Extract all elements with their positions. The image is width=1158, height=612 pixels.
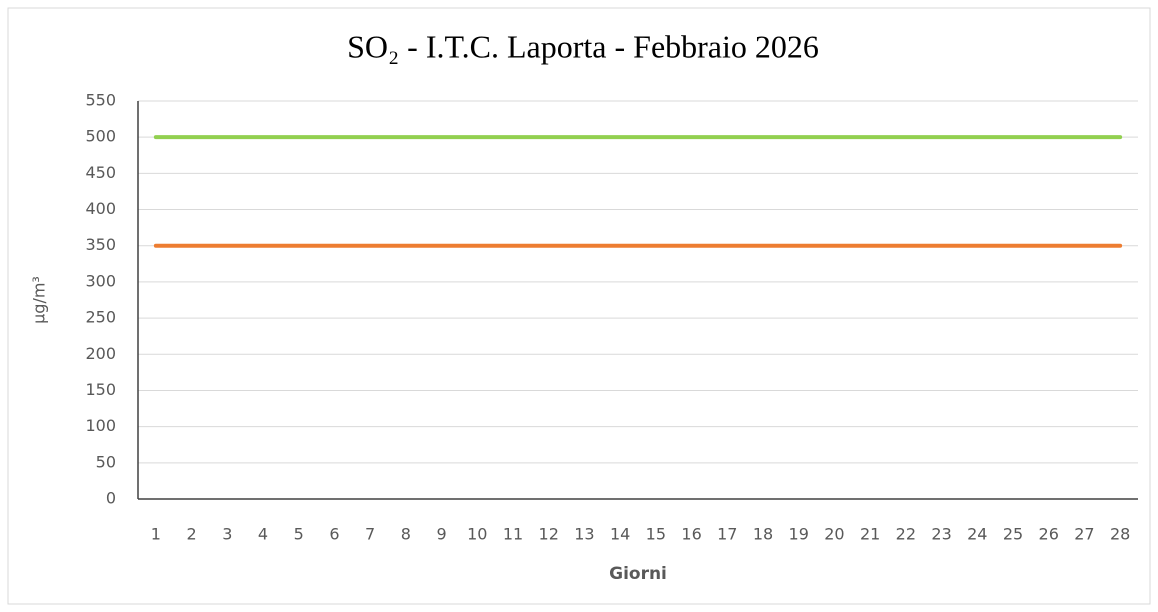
x-tick-label: 1 bbox=[151, 525, 161, 544]
y-tick-label: 450 bbox=[85, 163, 116, 182]
x-tick-label: 3 bbox=[222, 525, 232, 544]
x-tick-label: 4 bbox=[258, 525, 268, 544]
y-tick-label: 0 bbox=[106, 489, 116, 508]
y-axis-label: µg/m³ bbox=[30, 276, 49, 324]
x-tick-label: 10 bbox=[467, 525, 487, 544]
x-tick-label: 11 bbox=[503, 525, 523, 544]
y-tick-label: 400 bbox=[85, 199, 116, 218]
x-tick-label: 28 bbox=[1110, 525, 1130, 544]
chart-title: SO₂ - I.T.C. Laporta - Febbraio 2026 bbox=[347, 28, 819, 64]
y-tick-label: 200 bbox=[85, 344, 116, 363]
y-tick-label: 500 bbox=[85, 127, 116, 146]
x-tick-label: 17 bbox=[717, 525, 737, 544]
x-tick-label: 24 bbox=[967, 525, 987, 544]
x-tick-label: 5 bbox=[294, 525, 304, 544]
y-tick-label: 550 bbox=[85, 91, 116, 110]
x-tick-label: 2 bbox=[186, 525, 196, 544]
x-tick-label: 27 bbox=[1074, 525, 1094, 544]
x-tick-label: 14 bbox=[610, 525, 630, 544]
chart-frame bbox=[7, 7, 1151, 605]
y-tick-label: 350 bbox=[85, 235, 116, 254]
x-tick-label: 21 bbox=[860, 525, 880, 544]
x-tick-label: 12 bbox=[539, 525, 559, 544]
y-tick-label: 250 bbox=[85, 308, 116, 327]
x-tick-label: 23 bbox=[931, 525, 951, 544]
x-tick-label: 6 bbox=[329, 525, 339, 544]
y-tick-label: 100 bbox=[85, 416, 116, 435]
x-tick-label: 25 bbox=[1003, 525, 1023, 544]
x-tick-label: 7 bbox=[365, 525, 375, 544]
x-tick-label: 15 bbox=[646, 525, 666, 544]
x-tick-label: 8 bbox=[401, 525, 411, 544]
x-axis-label: Giorni bbox=[609, 564, 667, 584]
x-tick-label: 9 bbox=[436, 525, 446, 544]
y-tick-label: 150 bbox=[85, 380, 116, 399]
x-tick-label: 13 bbox=[574, 525, 594, 544]
x-tick-label: 22 bbox=[896, 525, 916, 544]
x-tick-label: 20 bbox=[824, 525, 844, 544]
y-tick-label: 50 bbox=[96, 452, 116, 471]
x-tick-label: 19 bbox=[789, 525, 809, 544]
y-tick-label: 300 bbox=[85, 271, 116, 290]
x-tick-label: 18 bbox=[753, 525, 773, 544]
x-tick-label: 26 bbox=[1039, 525, 1059, 544]
x-tick-label: 16 bbox=[681, 525, 701, 544]
